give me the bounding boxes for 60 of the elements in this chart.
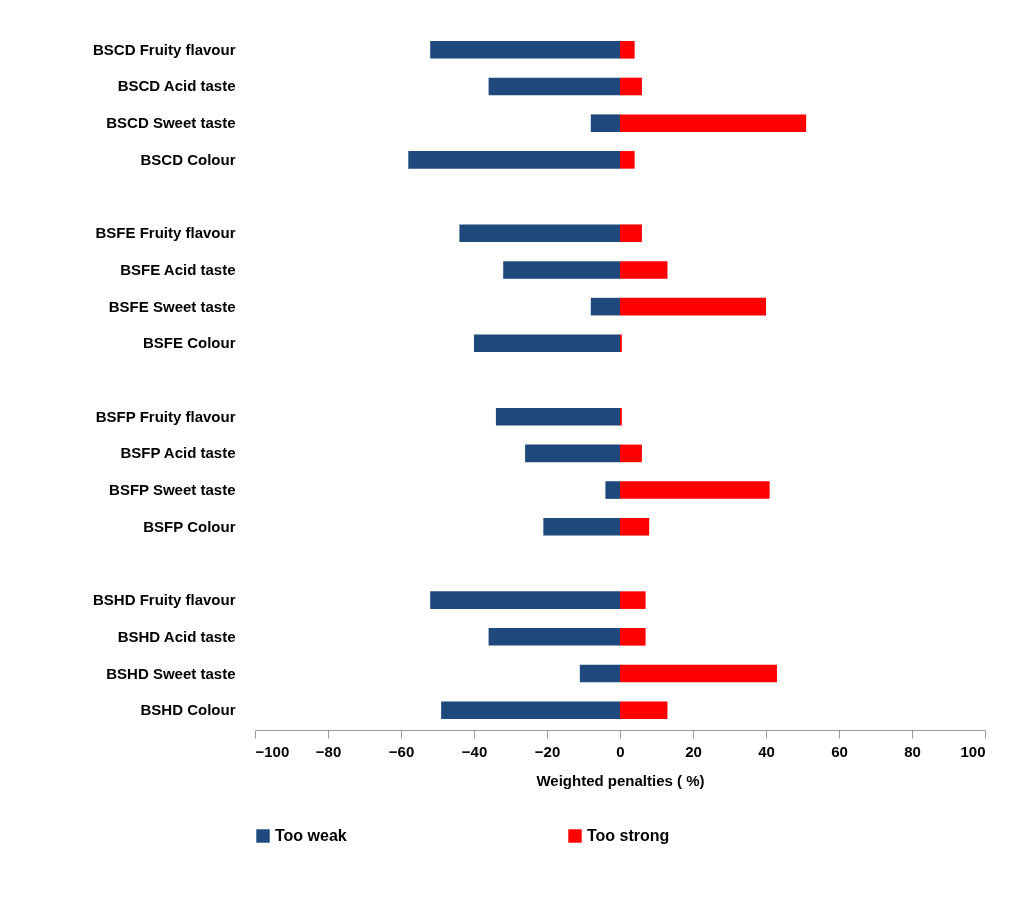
x-tick-label: 0 <box>616 742 625 760</box>
bar <box>620 41 635 59</box>
bar <box>503 261 620 279</box>
bar <box>590 114 620 132</box>
y-tick-label: BSCD Colour <box>140 150 236 168</box>
y-tick-label: BSFP Acid taste <box>120 444 236 462</box>
legend-label: Too weak <box>275 827 347 844</box>
y-tick-label: BSFP Colour <box>143 517 236 535</box>
y-tick-label: BSFE Colour <box>143 334 236 352</box>
bar <box>605 481 620 499</box>
x-tick-label: 60 <box>831 742 848 760</box>
bar <box>488 77 620 96</box>
bar <box>430 591 620 609</box>
x-tick-label: −100 <box>255 742 290 760</box>
bar <box>620 481 770 499</box>
bar <box>525 444 620 463</box>
bar <box>620 591 646 609</box>
y-tick-label: BSHD Acid taste <box>117 627 236 645</box>
x-axis-title: Weighted penalties ( %) <box>536 771 705 789</box>
bar <box>620 701 668 719</box>
bar <box>488 628 620 646</box>
y-tick-label: BSCD Fruity flavour <box>92 40 236 58</box>
bar <box>620 444 642 463</box>
bar <box>441 701 620 719</box>
bar <box>620 664 777 683</box>
bar <box>620 517 650 536</box>
bar <box>495 407 620 426</box>
bar <box>579 664 620 683</box>
y-tick-label: BSFP Sweet taste <box>109 481 236 499</box>
legend-label: Too strong <box>587 827 670 844</box>
y-tick-label: BSHD Colour <box>140 701 236 719</box>
bar <box>620 297 766 316</box>
bar <box>620 151 635 169</box>
x-tick-label: 20 <box>685 742 702 760</box>
y-tick-label: BSFE Acid taste <box>120 260 236 278</box>
bar <box>620 114 807 132</box>
y-tick-label: BSCD Sweet taste <box>106 114 236 132</box>
bar <box>590 297 620 316</box>
x-tick-label: −20 <box>534 742 561 760</box>
bar <box>430 41 620 59</box>
x-tick-label: −80 <box>315 742 342 760</box>
bar <box>408 151 620 169</box>
bar <box>620 628 646 646</box>
x-tick-label: −40 <box>461 742 488 760</box>
bar <box>620 224 642 243</box>
y-tick-label: BSCD Acid taste <box>117 77 236 95</box>
y-tick-label: BSFE Sweet taste <box>108 297 236 315</box>
x-tick-label: 80 <box>904 742 921 760</box>
y-tick-label: BSFE Fruity flavour <box>95 224 236 242</box>
bar <box>620 261 668 279</box>
bar <box>543 517 620 536</box>
y-tick-label: BSHD Fruity flavour <box>92 591 236 609</box>
x-tick-label: 40 <box>758 742 775 760</box>
y-tick-label: BSFP Fruity flavour <box>95 407 236 425</box>
bar <box>474 334 620 353</box>
bar <box>459 224 620 243</box>
bar <box>620 77 642 96</box>
x-tick-label: −60 <box>388 742 415 760</box>
y-tick-label: BSHD Sweet taste <box>106 664 236 682</box>
x-tick-label: 100 <box>960 742 986 760</box>
